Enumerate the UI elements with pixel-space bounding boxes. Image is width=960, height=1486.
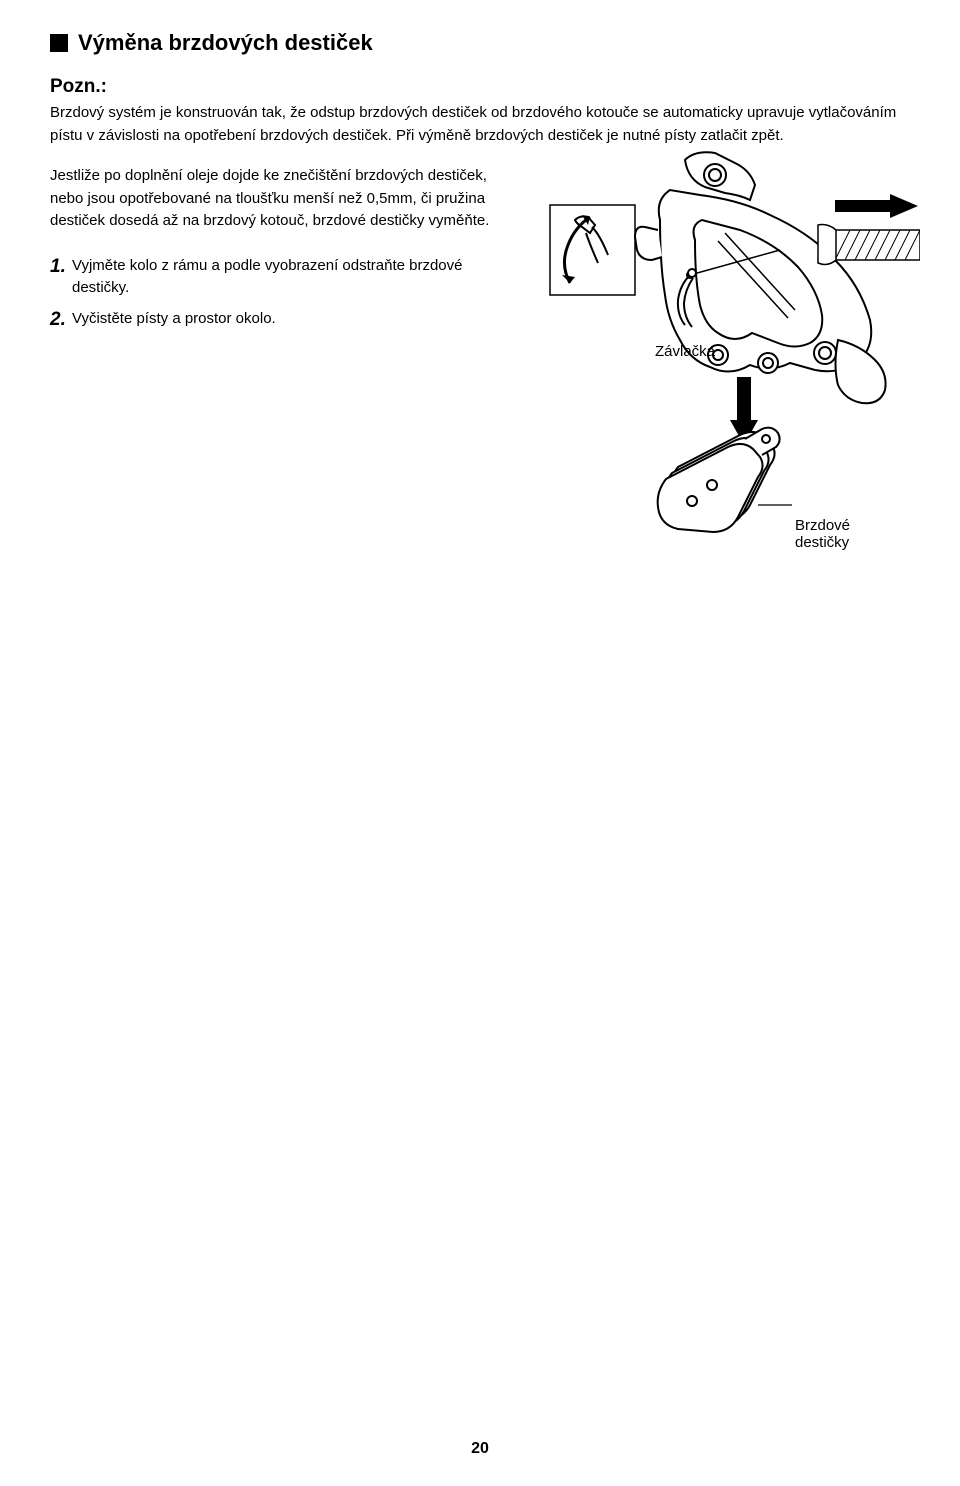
- step-2: 2. Vyčistěte písty a prostor okolo.: [50, 308, 520, 331]
- condition-paragraph: Jestliže po doplnění oleje dojde ke zneč…: [50, 165, 520, 233]
- page-number: 20: [0, 1440, 960, 1458]
- right-column: Závlačka Brzdové destičky: [540, 165, 900, 585]
- step-1: 1. Vyjměte kolo z rámu a podle vyobrazen…: [50, 255, 520, 300]
- brake-diagram-icon: [540, 145, 920, 565]
- label-zavlacka: Závlačka: [655, 343, 715, 360]
- section-title-text: Výměna brzdových destiček: [78, 30, 373, 56]
- content-row: Jestliže po doplnění oleje dojde ke zneč…: [50, 165, 900, 585]
- step-2-text: Vyčistěte písty a prostor okolo.: [72, 310, 276, 327]
- intro-paragraph: Brzdový systém je konstruován tak, že od…: [50, 102, 900, 147]
- section-title: Výměna brzdových destiček: [50, 30, 900, 56]
- square-bullet-icon: [50, 34, 68, 52]
- step-1-number: 1.: [50, 253, 66, 282]
- label-desticky: Brzdové destičky: [795, 517, 900, 551]
- step-2-number: 2.: [50, 306, 66, 335]
- note-label: Pozn.:: [50, 76, 900, 98]
- step-1-text: Vyjměte kolo z rámu a podle vyobrazení o…: [72, 257, 462, 297]
- left-column: Jestliže po doplnění oleje dojde ke zneč…: [50, 165, 520, 585]
